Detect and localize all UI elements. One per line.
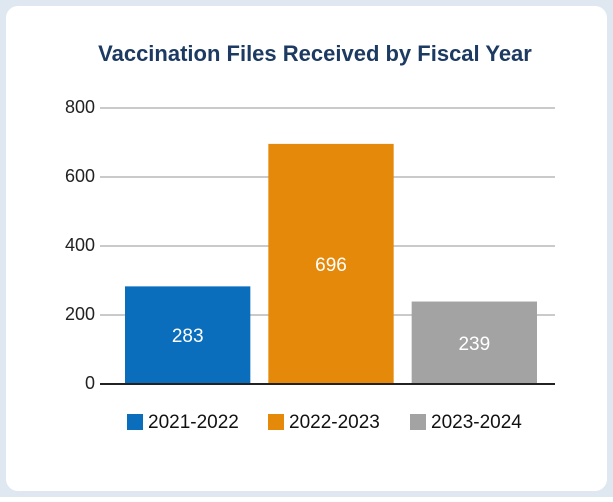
legend-swatch	[268, 414, 284, 430]
legend-swatch	[127, 414, 143, 430]
bar	[411, 301, 537, 384]
y-tick-label: 400	[65, 235, 95, 255]
value-label: 696	[315, 255, 347, 276]
legend-label: 2021-2022	[148, 412, 239, 433]
bar	[125, 286, 251, 384]
legend-label: 2023-2024	[431, 412, 522, 433]
bar	[268, 143, 394, 384]
value-label: 283	[172, 326, 204, 347]
value-label: 239	[458, 334, 490, 355]
y-tick-label: 800	[65, 97, 95, 117]
y-tick-label: 600	[65, 166, 95, 186]
legend-label: 2022-2023	[289, 412, 380, 433]
y-tick-label: 0	[85, 373, 95, 393]
legend-swatch	[410, 414, 426, 430]
y-tick-label: 200	[65, 304, 95, 324]
chart-title: Vaccination Files Received by Fiscal Yea…	[98, 41, 532, 66]
